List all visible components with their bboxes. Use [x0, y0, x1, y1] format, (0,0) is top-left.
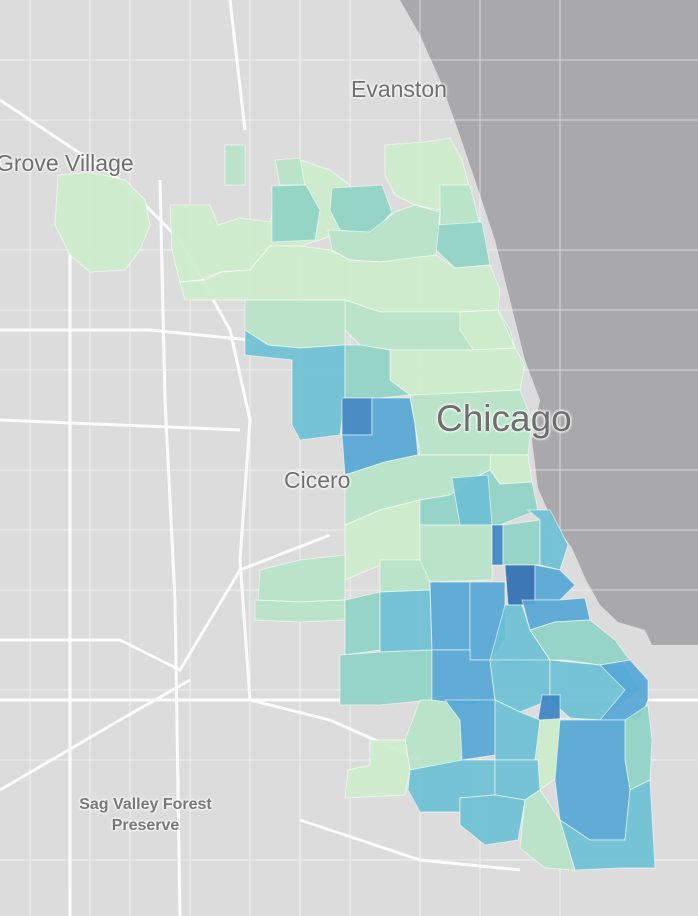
place-label-sag-valley-forest-preserve: Sag Valley Forest Preserve [79, 796, 212, 834]
region-south-7 [504, 564, 536, 606]
region-central-1 [389, 347, 526, 396]
place-label-chicago: Chicago [436, 398, 572, 439]
region-south-26 [459, 794, 526, 846]
place-label-evanston: Evanston [351, 76, 447, 102]
region-southwest-2 [257, 554, 346, 603]
region-south-23 [554, 719, 631, 841]
region-north-5 [439, 184, 481, 226]
region-southwest-3 [254, 599, 346, 623]
lake-michigan [400, 0, 698, 645]
region-west-3 [341, 397, 373, 436]
region-north-2 [224, 144, 246, 186]
region-southwest-9 [344, 739, 411, 799]
place-label-cicero: Cicero [284, 467, 351, 493]
region-west-1 [244, 329, 346, 441]
region-south-20 [444, 699, 496, 761]
region-south-18 [624, 704, 653, 791]
region-south-3 [419, 524, 493, 583]
region-south-19 [537, 694, 561, 721]
region-north-8 [271, 184, 321, 243]
region-south-15 [489, 659, 551, 713]
region-southwest-7 [339, 649, 433, 706]
region-south-4 [491, 524, 504, 566]
region-south-28 [559, 779, 656, 871]
region-ohare-detached [54, 171, 151, 273]
region-south-10 [429, 581, 471, 651]
place-label-grove-village: Grove Village [0, 150, 134, 176]
region-southwest-6 [379, 589, 433, 653]
region-south-8 [534, 564, 576, 601]
region-south-5 [502, 519, 541, 566]
region-north-3 [274, 157, 306, 186]
region-southwest-5 [344, 591, 381, 656]
